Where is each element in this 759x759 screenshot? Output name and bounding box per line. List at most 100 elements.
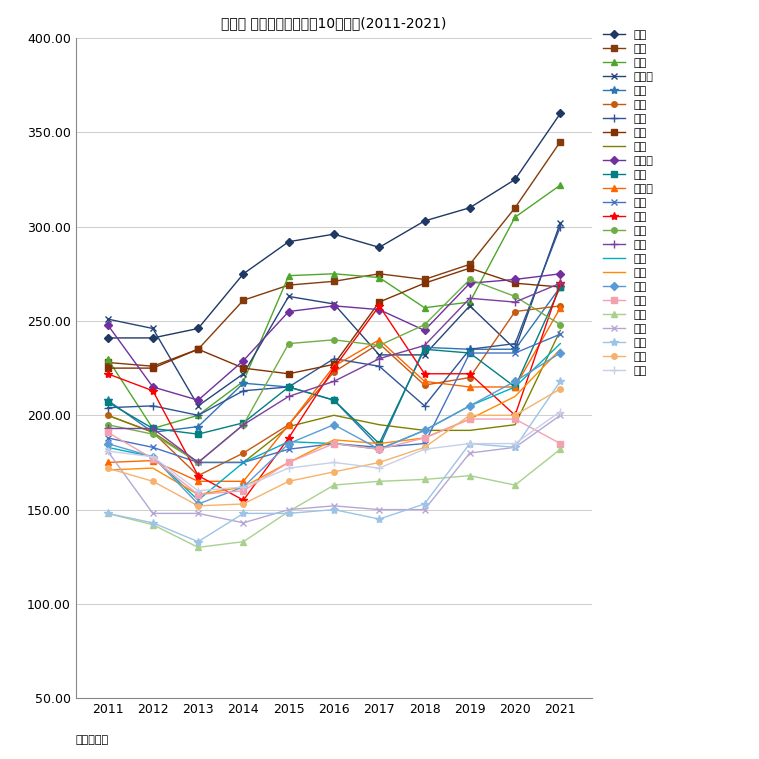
豊洲 [103, 333, 112, 342]
大島 [284, 507, 293, 516]
亀戸 [148, 454, 157, 463]
森下 [239, 386, 248, 395]
越中島 [103, 458, 112, 467]
平野 [420, 380, 429, 389]
亀戸 [420, 433, 429, 442]
豊洲 [420, 216, 429, 225]
東雲 [329, 395, 339, 405]
東雲 [239, 379, 248, 388]
潮見 [556, 345, 565, 354]
塩浜 [375, 445, 384, 454]
扇橋 [239, 458, 248, 467]
東陽 [103, 420, 112, 430]
Line: 東陽: 東陽 [105, 277, 563, 465]
大島 [329, 480, 339, 490]
塩浜 [239, 458, 248, 467]
富岡 [420, 369, 429, 378]
新大橋 [556, 219, 565, 228]
南砂 [239, 483, 248, 492]
千石 [239, 509, 248, 518]
猿江 [239, 458, 248, 467]
古石場 [194, 395, 203, 405]
東雲 [375, 442, 384, 452]
Line: 辰巳: 辰巳 [104, 412, 564, 526]
新砂 [420, 345, 429, 354]
越中島 [329, 362, 339, 371]
木場 [148, 364, 157, 373]
新砂 [103, 398, 112, 407]
Line: 南砂: 南砂 [103, 408, 565, 495]
富岡 [511, 411, 520, 420]
古石場 [239, 356, 248, 365]
深川 [239, 420, 248, 430]
大島 [375, 477, 384, 486]
東陽 [375, 341, 384, 350]
平野 [103, 411, 112, 420]
扇橋 [103, 411, 112, 420]
扇橋 [375, 420, 384, 430]
越中島 [465, 383, 474, 392]
千石 [148, 518, 157, 528]
大島 [511, 480, 520, 490]
森下 [103, 403, 112, 412]
新砂 [284, 383, 293, 392]
永代 [420, 426, 429, 435]
潮見 [329, 435, 339, 444]
枝川 [194, 501, 203, 510]
塩浜 [103, 442, 112, 452]
豊洲 [239, 269, 248, 279]
Line: 越中島: 越中島 [105, 305, 563, 484]
豊洲 [148, 333, 157, 342]
塩浜 [284, 437, 293, 446]
新砂 [511, 383, 520, 392]
新大橋 [465, 301, 474, 310]
新砂 [194, 430, 203, 439]
Line: 平野: 平野 [105, 303, 563, 478]
Line: 白河: 白河 [105, 182, 563, 431]
南砂 [103, 446, 112, 455]
大島 [103, 509, 112, 518]
Line: 古石場: 古石場 [105, 271, 563, 403]
豊洲 [465, 203, 474, 213]
豊洲 [375, 243, 384, 252]
森下 [284, 383, 293, 392]
南砂 [148, 452, 157, 461]
塩浜 [420, 426, 429, 435]
木場 [465, 263, 474, 272]
有明 [194, 345, 203, 354]
古石場 [556, 269, 565, 279]
富岡 [239, 496, 248, 505]
森下 [375, 362, 384, 371]
猿江 [103, 433, 112, 442]
平野 [511, 307, 520, 316]
辰巳 [284, 505, 293, 514]
東雲 [284, 383, 293, 392]
有明 [556, 137, 565, 146]
辰巳 [103, 446, 112, 455]
永代 [194, 499, 203, 509]
東陽 [284, 339, 293, 348]
枝川 [375, 458, 384, 467]
豊洲 [284, 237, 293, 246]
木場 [284, 369, 293, 378]
有明 [329, 277, 339, 286]
Legend: 豊洲, 有明, 白河, 新大橋, 東雲, 平野, 森下, 木場, 扇橋, 古石場, 新砂, 越中島, 猿江, 富岡, 東陽, 深川, 塩浜, 潮見, 永代, 亀: 豊洲, 有明, 白河, 新大橋, 東雲, 平野, 森下, 木場, 扇橋, 古石場… [603, 30, 653, 376]
古石場 [148, 383, 157, 392]
大島 [556, 445, 565, 454]
東雲 [511, 345, 520, 354]
白河 [194, 411, 203, 420]
平野 [329, 367, 339, 376]
平野 [465, 373, 474, 382]
古石場 [329, 301, 339, 310]
森下 [511, 339, 520, 348]
深川 [556, 279, 565, 288]
有明 [465, 260, 474, 269]
枝川 [420, 442, 429, 452]
新砂 [556, 282, 565, 291]
辰巳 [465, 449, 474, 458]
南砂 [511, 439, 520, 448]
白河 [239, 376, 248, 386]
新大橋 [148, 324, 157, 333]
扇橋 [511, 420, 520, 430]
深川 [284, 392, 293, 401]
